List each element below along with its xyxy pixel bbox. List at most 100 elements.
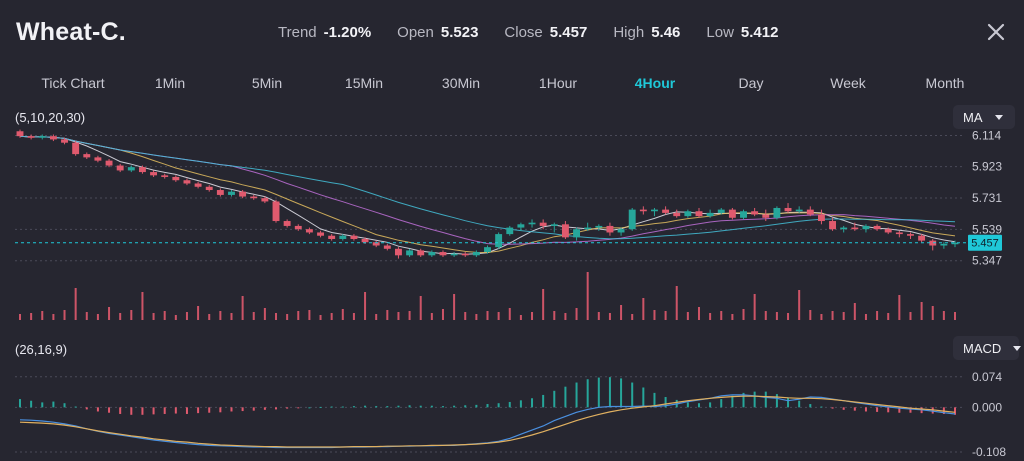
- volume-bar: [931, 306, 934, 320]
- volume-bar: [108, 307, 111, 320]
- macd-bar: [263, 407, 266, 410]
- macd-bar: [853, 407, 856, 411]
- macd-bar: [597, 377, 600, 408]
- candle-body: [817, 214, 825, 222]
- candle-body: [228, 191, 235, 195]
- macd-bar: [486, 404, 489, 408]
- tab-day[interactable]: Day: [738, 75, 764, 91]
- tab-5min[interactable]: 5Min: [251, 75, 283, 91]
- macd-bar: [742, 392, 745, 408]
- candle-body: [150, 172, 158, 176]
- volume-bar: [597, 312, 600, 320]
- volume-bar: [831, 311, 834, 320]
- tab-week[interactable]: Week: [830, 75, 866, 91]
- ma-indicator-select[interactable]: MA: [953, 105, 1015, 129]
- macd-bar: [352, 406, 355, 408]
- tab-1min[interactable]: 1Min: [154, 75, 186, 91]
- candle-body: [49, 136, 57, 140]
- volume-bar: [920, 302, 923, 320]
- candle-body: [350, 235, 358, 239]
- volume-bar: [19, 314, 21, 320]
- candle-body: [851, 227, 859, 230]
- macd-bar: [764, 391, 767, 408]
- macd-indicator-select[interactable]: MACD: [953, 336, 1022, 360]
- macd-bar: [831, 407, 834, 409]
- volume-bar: [252, 312, 255, 320]
- tab-15min[interactable]: 15Min: [344, 75, 384, 91]
- volume-bar: [297, 311, 300, 320]
- chevron-down-icon: [994, 114, 1003, 120]
- candle-body: [706, 212, 714, 217]
- volume-bar: [441, 309, 444, 320]
- macd-bar: [386, 406, 389, 408]
- volume-bar: [375, 314, 378, 320]
- ma-20-line: [19, 135, 956, 245]
- candle-body: [606, 225, 614, 233]
- volume-bar: [475, 314, 478, 320]
- macd-bar: [686, 402, 689, 408]
- candle-body: [528, 222, 536, 225]
- volume-bar: [531, 312, 534, 320]
- candle-body: [61, 139, 68, 143]
- candle-body: [673, 212, 681, 217]
- macd-bar: [775, 394, 778, 408]
- volume-bar: [341, 309, 344, 320]
- close-icon: [987, 23, 1005, 41]
- candle-body: [584, 227, 592, 230]
- volume-bar: [453, 294, 456, 320]
- macd-bar: [497, 403, 500, 408]
- macd-params: (26,16,9): [15, 342, 68, 357]
- candle-body: [83, 154, 91, 158]
- macd-bar: [753, 391, 756, 408]
- candle-body: [595, 225, 603, 228]
- volume-bar: [853, 303, 856, 320]
- macd-bar: [864, 407, 867, 412]
- volume-bar: [842, 312, 845, 320]
- volume-bar: [497, 312, 500, 320]
- tab-30min[interactable]: 30Min: [441, 75, 481, 91]
- candle-body: [205, 186, 213, 191]
- candle-body: [784, 207, 792, 212]
- macd-bar: [430, 405, 433, 408]
- volume-bar: [397, 312, 400, 320]
- volume-bar: [130, 310, 133, 320]
- volume-bar: [85, 312, 88, 320]
- candle-body: [795, 209, 803, 212]
- volume-bar: [185, 312, 188, 320]
- candle-body: [873, 225, 881, 230]
- volume-bar: [464, 312, 467, 320]
- macd-bar: [887, 407, 890, 413]
- macd-bar: [85, 407, 88, 410]
- volume-bar: [575, 308, 578, 320]
- volume-bar: [508, 308, 511, 320]
- volume-bar: [96, 314, 99, 320]
- macd-bar: [163, 407, 166, 414]
- tab-4hour[interactable]: 4Hour: [634, 75, 676, 91]
- stat-label: Trend: [278, 24, 317, 41]
- macd-bar: [519, 400, 522, 408]
- candle-body: [383, 245, 391, 249]
- tab-tick-chart[interactable]: Tick Chart: [41, 75, 105, 91]
- candle-body: [194, 183, 202, 187]
- candle-body: [695, 211, 703, 217]
- candle-body: [829, 221, 837, 230]
- tab-month[interactable]: Month: [925, 75, 965, 91]
- macd-bar: [185, 407, 188, 414]
- candle-body: [517, 224, 525, 228]
- price-stats: Trend -1.20% Open 5.523 Close 5.457 High…: [278, 24, 778, 41]
- candle-body: [484, 247, 491, 253]
- candle-body: [183, 180, 191, 184]
- tab-1hour[interactable]: 1Hour: [538, 75, 578, 91]
- candle-body: [662, 209, 670, 213]
- volume-bar: [564, 313, 567, 320]
- candle-body: [550, 224, 558, 226]
- macd-bar: [252, 407, 255, 411]
- close-button[interactable]: [984, 20, 1008, 44]
- macd-bar: [397, 405, 400, 408]
- macd-bar: [842, 407, 845, 410]
- macd-bar: [809, 404, 812, 408]
- macd-bar: [531, 398, 534, 408]
- macd-bar: [119, 407, 122, 414]
- volume-bar: [408, 311, 411, 320]
